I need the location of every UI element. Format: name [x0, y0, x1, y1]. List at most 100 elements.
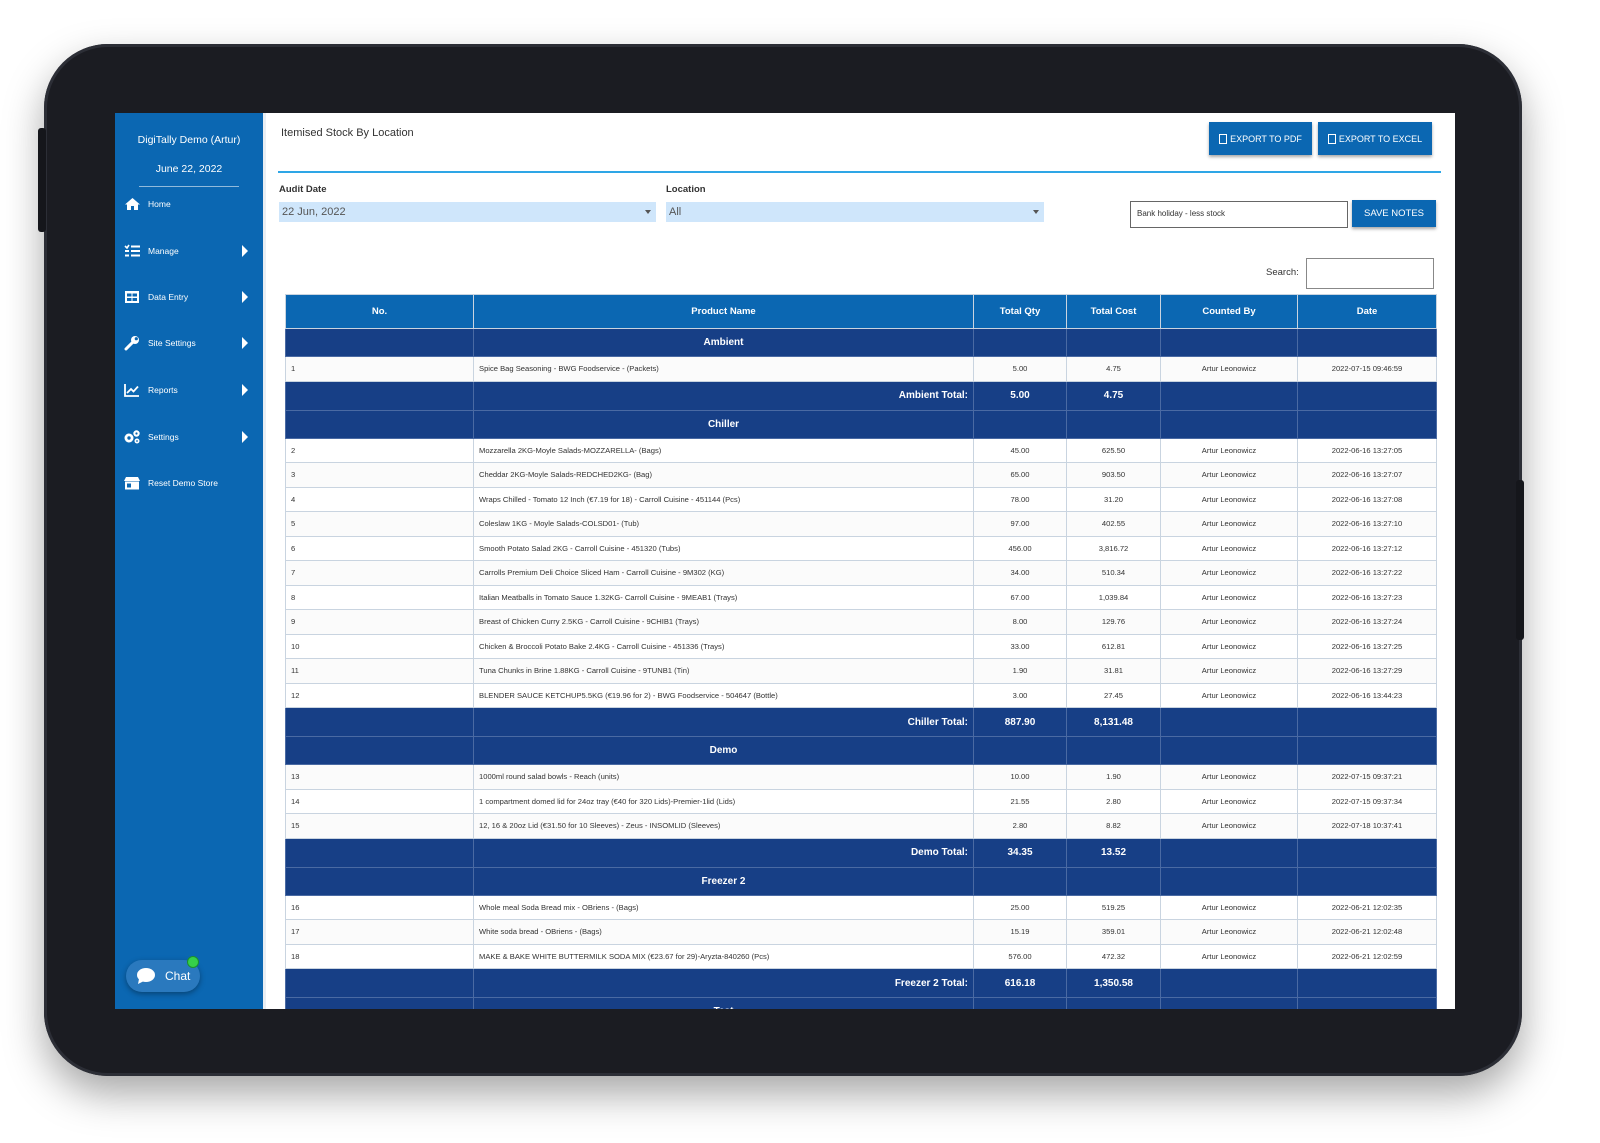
sidebar-divider	[139, 186, 239, 187]
product-name: Spice Bag Seasoning - BWG Foodservice - …	[473, 356, 974, 382]
total-qty: 3.00	[973, 682, 1067, 708]
group-cell	[1297, 866, 1437, 896]
sidebar-item-settings[interactable]: Settings	[115, 422, 263, 452]
table-row[interactable]: 2 Mozzarella 2KG-Moyle Salads-MOZZARELLA-…	[285, 437, 1437, 463]
caret-right-icon	[242, 337, 248, 349]
total-cost: 27.45	[1066, 682, 1161, 708]
search-label: Search:	[1266, 267, 1299, 278]
save-notes-button[interactable]: SAVE NOTES	[1352, 200, 1436, 227]
count-date: 2022-06-21 12:02:59	[1297, 943, 1437, 969]
table-row[interactable]: 16 Whole meal Soda Bread mix - OBriens - …	[285, 894, 1437, 920]
table-row[interactable]: 6 Smooth Potato Salad 2KG - Carroll Cuisi…	[285, 535, 1437, 561]
sidebar-item-data-entry[interactable]: Data Entry	[115, 282, 263, 312]
total-qty: 1.90	[973, 658, 1067, 684]
total-qty: 34.00	[973, 560, 1067, 586]
table-row[interactable]: 8 Italian Meatballs in Tomato Sauce 1.32K…	[285, 584, 1437, 610]
total-qty: 21.55	[973, 788, 1067, 814]
group-header-row: Test	[285, 997, 1437, 1009]
group-name: Freezer 2	[473, 866, 974, 896]
group-cell	[1297, 997, 1437, 1009]
location-select[interactable]: All	[666, 202, 1044, 222]
group-cell	[1066, 997, 1161, 1009]
search-input[interactable]	[1306, 258, 1434, 289]
table-row[interactable]: 17 White soda bread - OBriens - (Bags) 15.…	[285, 919, 1437, 945]
total-cell	[1297, 837, 1437, 868]
power-button	[38, 128, 46, 232]
column-header[interactable]: Product Name	[473, 294, 974, 329]
table-row[interactable]: 1 Spice Bag Seasoning - BWG Foodservice -…	[285, 356, 1437, 382]
sidebar-item-manage[interactable]: Manage	[115, 236, 263, 266]
group-cell	[1160, 328, 1298, 357]
group-header-row: Chiller	[285, 409, 1437, 439]
home-icon	[123, 196, 141, 212]
table-row[interactable]: 15 12, 16 & 20oz Lid (€31.50 for 10 Sleev…	[285, 813, 1437, 839]
group-cell	[1160, 866, 1298, 896]
group-total-row: Demo Total: 34.35 13.52	[285, 837, 1437, 868]
table-row[interactable]: 7 Carrolls Premium Deli Choice Sliced Ham…	[285, 560, 1437, 586]
table-row[interactable]: 5 Coleslaw 1KG - Moyle Salads-COLSD01- (T…	[285, 511, 1437, 537]
product-name: Coleslaw 1KG - Moyle Salads-COLSD01- (Tu…	[473, 511, 974, 537]
column-header[interactable]: Counted By	[1160, 294, 1298, 329]
total-qty: 2.80	[973, 813, 1067, 839]
export-pdf-button[interactable]: EXPORT TO PDF	[1209, 122, 1312, 155]
total-cell	[285, 380, 474, 411]
count-date: 2022-06-16 13:27:12	[1297, 535, 1437, 561]
total-qty: 456.00	[973, 535, 1067, 561]
group-cell	[285, 409, 474, 439]
list-icon	[123, 243, 141, 259]
notes-textarea[interactable]: Bank holiday - less stock	[1130, 201, 1348, 228]
sidebar: DigiTally Demo (Artur) June 22, 2022 Hom…	[115, 113, 263, 1009]
audit-date-select[interactable]: 22 Jun, 2022	[279, 202, 656, 222]
table-row[interactable]: 3 Cheddar 2KG-Moyle Salads-REDCHED2KG- (B…	[285, 462, 1437, 488]
export-excel-button[interactable]: EXPORT TO EXCEL	[1318, 122, 1432, 155]
company-name: DigiTally Demo (Artur)	[137, 134, 241, 146]
volume-button	[1516, 480, 1524, 640]
export-pdf-label: EXPORT TO PDF	[1230, 133, 1302, 144]
cogs-icon	[123, 429, 141, 445]
row-number: 15	[285, 813, 474, 839]
table-row[interactable]: 11 Tuna Chunks in Brine 1.88KG - Carroll …	[285, 658, 1437, 684]
product-name: 1 compartment domed lid for 24oz tray (€…	[473, 788, 974, 814]
count-date: 2022-06-21 12:02:48	[1297, 919, 1437, 945]
counted-by: Artur Leonowicz	[1160, 633, 1298, 659]
column-header[interactable]: Date	[1297, 294, 1437, 329]
export-excel-label: EXPORT TO EXCEL	[1338, 133, 1423, 144]
row-number: 16	[285, 894, 474, 920]
product-name: Mozzarella 2KG-Moyle Salads-MOZZARELLA- …	[473, 437, 974, 463]
total-cost: 8.82	[1066, 813, 1161, 839]
group-cell	[1066, 409, 1161, 439]
row-number: 12	[285, 682, 474, 708]
table-row[interactable]: 9 Breast of Chicken Curry 2.5KG - Carroll…	[285, 609, 1437, 635]
total-cell	[285, 837, 474, 868]
table-row[interactable]: 12 BLENDER SAUCE KETCHUP5.5KG (€19.96 for…	[285, 682, 1437, 708]
sidebar-item-label: Reports	[148, 385, 178, 395]
table-row[interactable]: 10 Chicken & Broccoli Potato Bake 2.4KG -…	[285, 633, 1437, 659]
total-cost: 510.34	[1066, 560, 1161, 586]
column-header[interactable]: Total Qty	[973, 294, 1067, 329]
column-header[interactable]: No.	[285, 294, 474, 329]
sidebar-item-reset-demo-store[interactable]: Reset Demo Store	[115, 468, 263, 498]
counted-by: Artur Leonowicz	[1160, 894, 1298, 920]
column-header[interactable]: Total Cost	[1066, 294, 1161, 329]
counted-by: Artur Leonowicz	[1160, 813, 1298, 839]
product-name: 1000ml round salad bowls - Reach (units)	[473, 764, 974, 790]
table-row[interactable]: 13 1000ml round salad bowls - Reach (unit…	[285, 764, 1437, 790]
total-qty: 15.19	[973, 919, 1067, 945]
sidebar-item-home[interactable]: Home	[115, 189, 263, 219]
group-total-qty: 34.35	[973, 837, 1067, 868]
sidebar-item-reports[interactable]: Reports	[115, 375, 263, 405]
sidebar-item-site-settings[interactable]: Site Settings	[115, 328, 263, 358]
table-row[interactable]: 4 Wraps Chilled - Tomato 12 Inch (€7.19 f…	[285, 486, 1437, 512]
store-icon	[123, 475, 141, 491]
sidebar-item-label: Home	[148, 199, 171, 209]
product-name: Chicken & Broccoli Potato Bake 2.4KG - C…	[473, 633, 974, 659]
sidebar-item-label: Reset Demo Store	[148, 478, 218, 488]
product-name: MAKE & BAKE WHITE BUTTERMILK SODA MIX (€…	[473, 943, 974, 969]
table-row[interactable]: 14 1 compartment domed lid for 24oz tray …	[285, 788, 1437, 814]
row-number: 5	[285, 511, 474, 537]
group-cell	[285, 866, 474, 896]
chevron-down-icon	[645, 210, 651, 214]
counted-by: Artur Leonowicz	[1160, 943, 1298, 969]
product-name: Carrolls Premium Deli Choice Sliced Ham …	[473, 560, 974, 586]
table-row[interactable]: 18 MAKE & BAKE WHITE BUTTERMILK SODA MIX …	[285, 943, 1437, 969]
